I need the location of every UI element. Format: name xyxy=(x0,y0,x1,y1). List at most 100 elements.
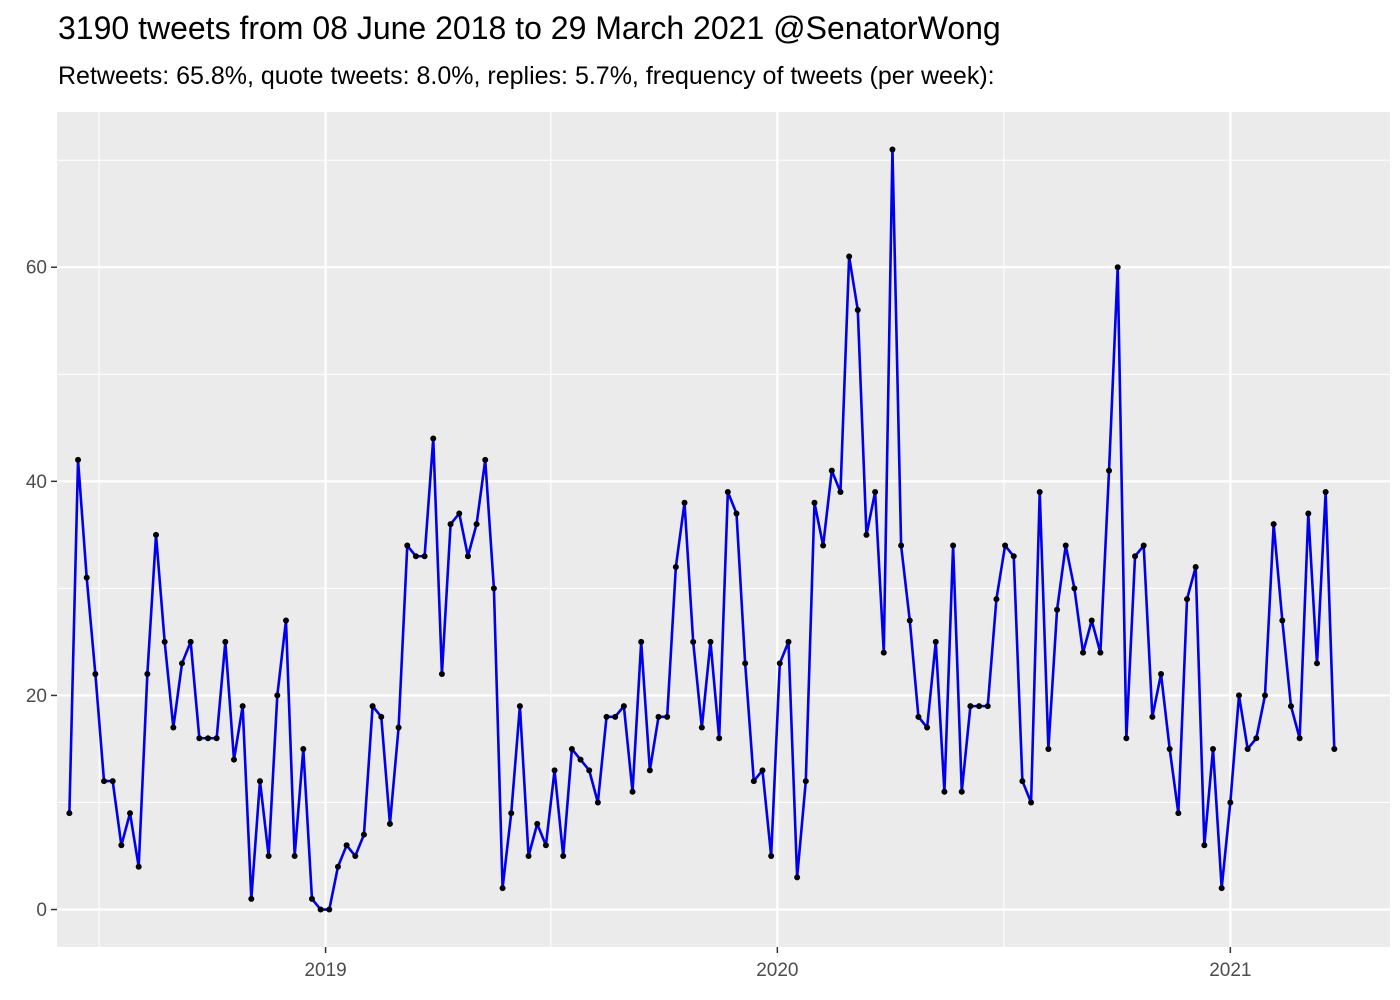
data-point xyxy=(92,671,99,678)
data-point xyxy=(144,671,151,678)
chart-subtitle: Retweets: 65.8%, quote tweets: 8.0%, rep… xyxy=(58,62,995,90)
x-tick-label: 2020 xyxy=(756,960,798,981)
data-point xyxy=(1140,542,1147,549)
data-point xyxy=(516,703,523,710)
data-point xyxy=(161,638,168,645)
data-point xyxy=(352,853,359,860)
data-point xyxy=(213,735,220,742)
data-point xyxy=(698,724,705,731)
data-point xyxy=(889,146,896,153)
data-point xyxy=(941,788,948,795)
y-tick-label: 60 xyxy=(26,258,47,279)
data-point xyxy=(1010,553,1017,560)
data-point xyxy=(620,703,627,710)
data-point xyxy=(681,499,688,506)
data-point xyxy=(1019,778,1026,785)
data-point xyxy=(334,863,341,870)
data-point xyxy=(525,853,532,860)
data-point xyxy=(256,778,263,785)
data-point xyxy=(66,810,73,817)
data-point xyxy=(464,553,471,560)
data-point xyxy=(1097,649,1104,656)
data-point xyxy=(811,499,818,506)
data-point xyxy=(1331,745,1338,752)
data-point xyxy=(1045,745,1052,752)
data-point xyxy=(265,853,272,860)
data-point xyxy=(768,853,775,860)
data-point xyxy=(499,885,506,892)
data-point xyxy=(230,756,237,763)
y-tick-label: 0 xyxy=(36,900,47,921)
data-point xyxy=(360,831,367,838)
data-point xyxy=(1106,467,1113,474)
data-point xyxy=(1313,660,1320,667)
data-point xyxy=(724,489,731,496)
data-point xyxy=(586,767,593,774)
data-point xyxy=(1080,649,1087,656)
data-point xyxy=(568,745,575,752)
data-point xyxy=(802,778,809,785)
data-point xyxy=(386,820,393,827)
data-point xyxy=(629,788,636,795)
data-point xyxy=(326,906,333,913)
data-point xyxy=(473,521,480,528)
data-point xyxy=(1218,885,1225,892)
data-point xyxy=(153,531,160,538)
data-point xyxy=(733,510,740,517)
data-point xyxy=(404,542,411,549)
data-point xyxy=(707,638,714,645)
data-point xyxy=(490,585,497,592)
data-point xyxy=(378,713,385,720)
data-point xyxy=(1132,553,1139,560)
data-point xyxy=(412,553,419,560)
data-point xyxy=(603,713,610,720)
data-point xyxy=(204,735,211,742)
data-point xyxy=(1227,799,1234,806)
data-point xyxy=(594,799,601,806)
data-point xyxy=(456,510,463,517)
data-point xyxy=(828,467,835,474)
data-point xyxy=(438,671,445,678)
data-point xyxy=(1123,735,1130,742)
data-point xyxy=(1149,713,1156,720)
data-point xyxy=(369,703,376,710)
data-point xyxy=(170,724,177,731)
data-point xyxy=(880,649,887,656)
data-point xyxy=(794,874,801,881)
data-point xyxy=(742,660,749,667)
data-point xyxy=(950,542,957,549)
data-point xyxy=(646,767,653,774)
data-point xyxy=(248,895,255,902)
data-point xyxy=(690,638,697,645)
chart-title: 3190 tweets from 08 June 2018 to 29 Marc… xyxy=(58,10,1001,46)
data-point xyxy=(577,756,584,763)
data-point xyxy=(239,703,246,710)
data-point xyxy=(317,906,324,913)
data-point xyxy=(932,638,939,645)
data-point xyxy=(1158,671,1165,678)
data-point xyxy=(534,820,541,827)
y-tick-label: 20 xyxy=(26,686,47,707)
data-point xyxy=(1184,596,1191,603)
data-point xyxy=(759,767,766,774)
data-point xyxy=(976,703,983,710)
data-point xyxy=(1201,842,1208,849)
data-point xyxy=(898,542,905,549)
data-point xyxy=(716,735,723,742)
data-point xyxy=(508,810,515,817)
data-point xyxy=(785,638,792,645)
data-point xyxy=(447,521,454,528)
data-point xyxy=(1088,617,1095,624)
data-point xyxy=(820,542,827,549)
data-point xyxy=(915,713,922,720)
data-point xyxy=(655,713,662,720)
data-point xyxy=(1071,585,1078,592)
data-point xyxy=(1322,489,1329,496)
data-point xyxy=(135,863,142,870)
data-point xyxy=(1279,617,1286,624)
x-tick-label: 2021 xyxy=(1209,960,1251,981)
data-point xyxy=(1036,489,1043,496)
plot-panel xyxy=(57,112,1390,947)
